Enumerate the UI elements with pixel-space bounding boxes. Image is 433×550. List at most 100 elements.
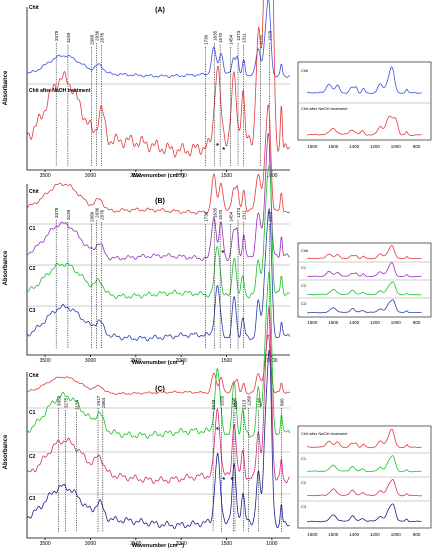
inset-tick-label: 1800 bbox=[307, 144, 318, 149]
series-label: C3 bbox=[29, 308, 36, 314]
x-tick-label: 2500 bbox=[130, 173, 141, 179]
series-line-1 bbox=[27, 334, 290, 395]
x-tick-label: 3000 bbox=[85, 358, 96, 364]
peak-label: 1260 bbox=[246, 395, 251, 406]
peak-label: 1311 bbox=[242, 210, 247, 220]
inset-tick-label: 800 bbox=[413, 532, 421, 537]
inset-tick-label: 1200 bbox=[370, 320, 381, 325]
peak-label: 1148 bbox=[256, 398, 261, 408]
inset-line-2 bbox=[307, 262, 422, 278]
x-axis-label: Wavenumber (cm⁻¹) bbox=[132, 359, 184, 366]
inset-line-3 bbox=[307, 479, 422, 497]
series-label: Chit after NaOH treatment bbox=[29, 88, 91, 94]
series-label: C2 bbox=[29, 266, 36, 272]
inset-tick-label: 800 bbox=[413, 144, 421, 149]
inset-tick-label: 1200 bbox=[370, 532, 381, 537]
peak-label: 2876 bbox=[100, 209, 105, 220]
x-tick-label: 2000 bbox=[176, 358, 187, 364]
y-axis-label: Absorbance bbox=[3, 434, 9, 469]
series-label: C1 bbox=[29, 226, 36, 232]
x-tick-label: 1500 bbox=[221, 358, 232, 364]
x-axis-label: Wavenumber (cm⁻¹) bbox=[132, 172, 184, 179]
inset-tick-label: 1400 bbox=[349, 320, 360, 325]
peak-label: 1028 bbox=[267, 30, 272, 41]
peak-label: 2876 bbox=[100, 32, 105, 43]
inset-2: Chit C1 C2 C3 1800 1600 1400 1200 1000 800 bbox=[297, 242, 432, 325]
inset-legend-label: C1 bbox=[301, 456, 307, 461]
peak-label: 1407 bbox=[233, 399, 238, 410]
peak-label: 1454 bbox=[229, 34, 234, 45]
peak-label: 1570 bbox=[218, 32, 223, 43]
y-axis-label: Absorbance bbox=[3, 70, 9, 105]
series-line-3 bbox=[26, 306, 291, 484]
inset-frame bbox=[297, 61, 432, 141]
panel-title: (C) bbox=[155, 386, 165, 393]
amide-star: * bbox=[222, 250, 225, 257]
peak-label: 1648 bbox=[211, 399, 216, 410]
x-tick-label: 2000 bbox=[176, 173, 187, 179]
peak-label: 3353 bbox=[56, 395, 61, 406]
peak-label: 1730 bbox=[204, 34, 209, 45]
peak-label: 3275 bbox=[64, 397, 69, 408]
amide-star: * bbox=[216, 143, 219, 150]
series-line-2 bbox=[26, 270, 291, 439]
peak-label: 1555 bbox=[220, 395, 225, 406]
peak-label: 2917 bbox=[96, 395, 101, 406]
series-label: C3 bbox=[29, 496, 36, 502]
panel-title: (B) bbox=[155, 198, 165, 205]
inset-line-2 bbox=[307, 115, 422, 136]
series-line-3 bbox=[27, 165, 290, 299]
x-tick-label: 1500 bbox=[221, 173, 232, 179]
inset-tick-label: 800 bbox=[413, 320, 421, 325]
peak-label: 2936 bbox=[94, 207, 99, 218]
series-line-2 bbox=[26, 133, 290, 261]
amide-star: * bbox=[222, 477, 225, 484]
inset-tick-label: 1200 bbox=[370, 144, 381, 149]
peak-label: 1635 bbox=[212, 30, 217, 41]
x-tick-label: 2000 bbox=[176, 541, 187, 547]
inset-line-1 bbox=[307, 428, 422, 449]
inset-3: Chit after NaOH treatment C1 C2 C3 1800 1600 1… bbox=[297, 425, 432, 537]
inset-tick-label: 1600 bbox=[328, 532, 339, 537]
inset-tick-label: 1000 bbox=[391, 320, 402, 325]
peak-label: 1313 bbox=[241, 399, 246, 410]
panel-1: (A) Absorbance 3500 3000 2500 2000 1500 1000 Wav… bbox=[3, 0, 432, 179]
peak-label: 1028 bbox=[267, 211, 272, 222]
series-label: C2 bbox=[29, 454, 36, 460]
peak-label: 3249 bbox=[66, 209, 71, 220]
inset-legend-label: C3 bbox=[301, 504, 307, 509]
x-axis-label: Wavenumber (cm⁻¹) bbox=[132, 542, 184, 549]
series-label: Chit bbox=[29, 373, 39, 379]
amide-star: * bbox=[231, 477, 234, 484]
x-tick-label: 1500 bbox=[221, 541, 232, 547]
series-line-4 bbox=[26, 349, 290, 529]
inset-tick-label: 1000 bbox=[391, 144, 402, 149]
inset-tick-label: 1400 bbox=[349, 144, 360, 149]
x-tick-label: 2500 bbox=[130, 541, 141, 547]
inset-tick-label: 1600 bbox=[328, 320, 339, 325]
series-line-4 bbox=[26, 208, 291, 342]
inset-1: Chit Chit after NaOH treatment 1800 1600 140… bbox=[297, 61, 432, 149]
x-tick-label: 3500 bbox=[40, 173, 51, 179]
inset-legend-label: C3 bbox=[301, 301, 307, 306]
peak-label: 3378 bbox=[54, 207, 59, 218]
inset-tick-label: 1400 bbox=[349, 532, 360, 537]
inset-tick-label: 1000 bbox=[391, 532, 402, 537]
axis-frame bbox=[26, 184, 290, 356]
x-tick-label: 3500 bbox=[40, 358, 51, 364]
panel-title: (A) bbox=[155, 7, 165, 14]
y-axis-label: Absorbance bbox=[3, 250, 9, 285]
series-label: C1 bbox=[29, 410, 36, 416]
x-tick-label: 3500 bbox=[40, 541, 51, 547]
inset-line-1 bbox=[307, 66, 422, 94]
inset-line-4 bbox=[307, 299, 422, 314]
inset-legend-label: Chit after NaOH treatment bbox=[301, 106, 348, 111]
peak-label: 2989 bbox=[89, 34, 94, 45]
inset-tick-label: 1800 bbox=[307, 532, 318, 537]
peak-label: 3249 bbox=[66, 32, 71, 43]
peak-label: 1373 bbox=[236, 30, 241, 41]
inset-tick-label: 1600 bbox=[328, 144, 339, 149]
x-tick-label: 3000 bbox=[85, 541, 96, 547]
peak-label: 1373 bbox=[236, 207, 241, 218]
